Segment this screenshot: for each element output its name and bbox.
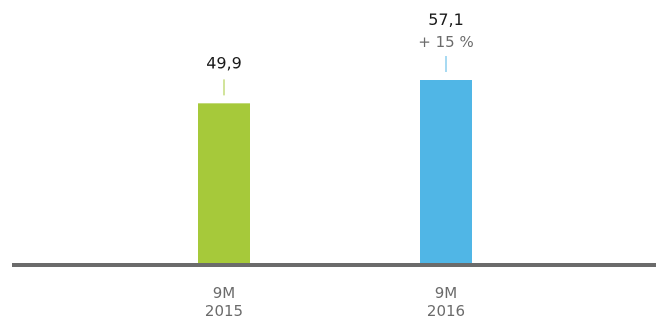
category-label-1-0: 9M — [435, 284, 458, 302]
bar-0 — [198, 103, 250, 265]
category-label-0-1: 2015 — [205, 302, 243, 320]
value-label-1: 57,1 — [428, 10, 464, 29]
change-label-1: + 15 % — [418, 33, 473, 51]
x-axis-baseline — [12, 263, 656, 267]
category-label-0-0: 9M — [213, 284, 236, 302]
category-label-1-1: 2016 — [427, 302, 465, 320]
bar-1 — [420, 80, 472, 265]
value-label-0: 49,9 — [206, 53, 242, 72]
